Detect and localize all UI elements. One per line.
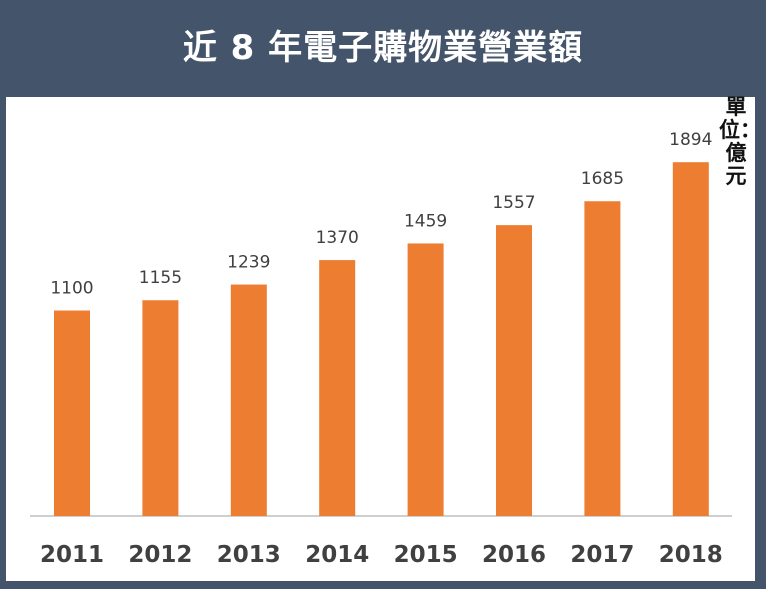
value-label-2015: 1459 — [404, 211, 447, 231]
category-label-2017: 2017 — [570, 542, 634, 568]
category-label-2018: 2018 — [659, 542, 723, 568]
bar-2018 — [672, 162, 709, 516]
unit-label: 單位：億元 — [719, 95, 761, 188]
category-label-2016: 2016 — [482, 542, 546, 568]
category-label-2015: 2015 — [394, 542, 458, 568]
value-label-2014: 1370 — [316, 228, 359, 248]
category-label-2011: 2011 — [40, 542, 104, 568]
category-label-2014: 2014 — [305, 542, 369, 568]
category-label-2013: 2013 — [217, 542, 281, 568]
value-label-2011: 1100 — [50, 279, 93, 299]
chart-panel — [6, 97, 755, 581]
category-label-2012: 2012 — [128, 542, 192, 568]
bar-2015 — [407, 243, 444, 516]
bar-2016 — [496, 225, 532, 516]
bar-2017 — [584, 201, 621, 516]
value-label-2018: 1894 — [669, 130, 712, 150]
bar-2013 — [230, 284, 267, 516]
value-label-2012: 1155 — [139, 268, 182, 288]
value-label-2017: 1685 — [581, 169, 624, 189]
value-label-2016: 1557 — [492, 193, 535, 213]
value-label-2013: 1239 — [227, 253, 270, 273]
bar-2012 — [142, 300, 179, 516]
bar-2011 — [54, 310, 90, 516]
bar-2014 — [319, 260, 356, 516]
chart-title: 近 8 年電子購物業營業額 — [182, 28, 584, 68]
